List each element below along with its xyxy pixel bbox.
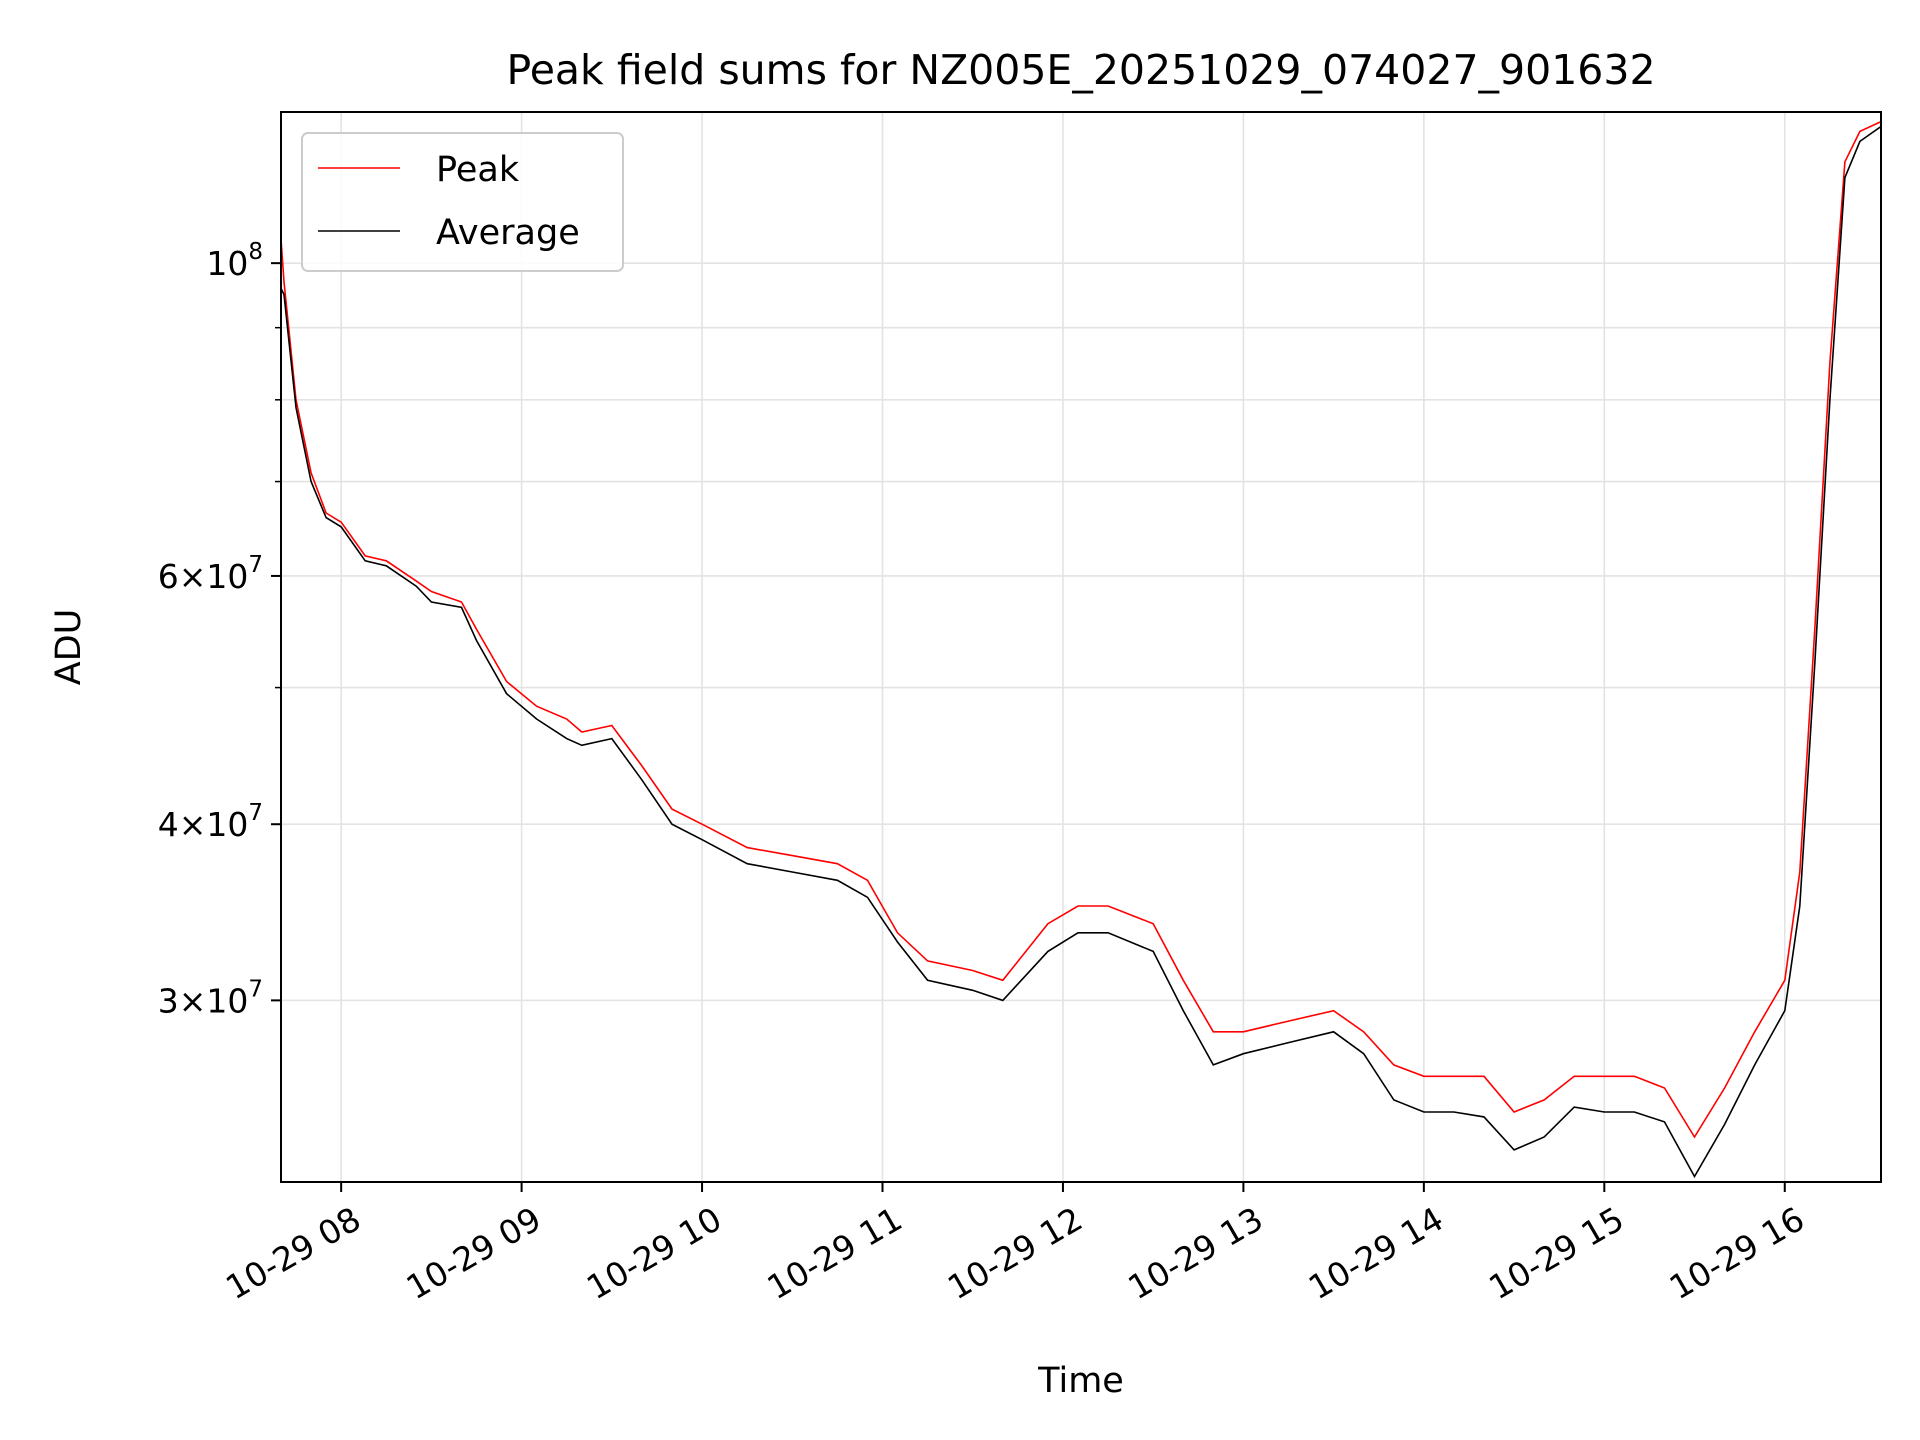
legend-label-peak: Peak bbox=[436, 150, 520, 190]
y-tick-label: 6×107 bbox=[158, 552, 263, 596]
chart-title: Peak field sums for NZ005E_20251029_0740… bbox=[506, 46, 1655, 94]
series-line-average bbox=[280, 125, 1882, 1179]
y-tick-label: 3×107 bbox=[158, 976, 263, 1020]
y-axis-label: ADU bbox=[49, 609, 89, 686]
legend: Peak Average bbox=[301, 132, 624, 272]
x-axis-label: Time bbox=[1037, 1361, 1124, 1401]
y-tick-label: 4×107 bbox=[158, 800, 263, 844]
plot-frame bbox=[280, 111, 1882, 1183]
series-group bbox=[280, 120, 1882, 1179]
grid bbox=[281, 112, 1881, 1182]
series-line-peak bbox=[280, 120, 1882, 1139]
y-tick-label: 108 bbox=[206, 239, 263, 283]
legend-label-average: Average bbox=[436, 213, 580, 253]
